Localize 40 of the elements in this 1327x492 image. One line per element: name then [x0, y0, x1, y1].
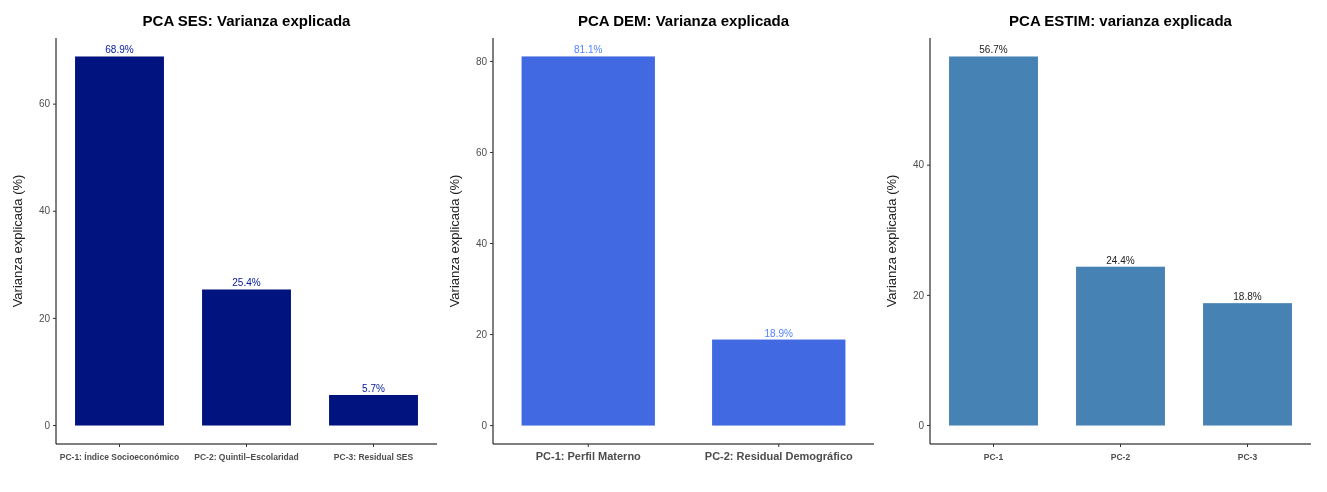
x-tick-label: PC-1 [983, 452, 1004, 462]
x-tick-label: PC-3 [1237, 452, 1258, 462]
y-axis-title: Varianza explicada (%) [447, 174, 462, 308]
x-tick-label: PC-3: Residual SES [333, 452, 414, 462]
data-label: 18.8% [1233, 291, 1262, 303]
bar [329, 394, 418, 426]
bar [1076, 266, 1165, 426]
data-label: 81.1% [574, 44, 603, 56]
data-label: 5.7% [362, 382, 385, 394]
y-tick-label: 20 [475, 328, 488, 340]
data-label: 25.4% [232, 277, 261, 289]
bar [1203, 303, 1292, 426]
y-tick-label: 40 [475, 237, 488, 249]
x-tick-label: PC-2: Quintil–Escolaridad [194, 452, 299, 462]
y-tick-label: 20 [912, 289, 925, 301]
y-tick-label: 40 [912, 159, 925, 171]
bar [949, 56, 1038, 426]
bar [202, 289, 291, 426]
y-tick-label: 0 [44, 419, 51, 431]
y-tick-label: 0 [918, 419, 925, 431]
x-tick-label: PC-2: Residual Demográfico [704, 450, 853, 462]
y-tick-label: 0 [481, 419, 488, 431]
data-label: 68.9% [105, 44, 134, 56]
y-tick-label: 80 [475, 55, 488, 67]
x-tick-label: PC-1: Índice Socioeconómico [59, 452, 180, 462]
y-tick-label: 60 [475, 146, 488, 158]
y-axis-title: Varianza explicada (%) [10, 174, 25, 308]
chart-title: PCA SES: Varianza explicada [142, 12, 352, 29]
chart-title: PCA DEM: Varianza explicada [577, 12, 790, 29]
data-label: 18.9% [764, 327, 794, 339]
y-tick-label: 20 [38, 312, 51, 324]
chart-title: PCA ESTIM: varianza explicada [1009, 12, 1233, 29]
y-tick-label: 40 [38, 205, 51, 217]
x-tick-label: PC-1: Perfil Materno [535, 450, 642, 462]
bar [75, 56, 164, 426]
x-tick-label: PC-2 [1110, 452, 1131, 462]
data-label: 24.4% [1106, 254, 1135, 266]
data-label: 56.7% [979, 44, 1008, 56]
y-axis-title: Varianza explicada (%) [884, 174, 899, 308]
y-tick-label: 60 [38, 98, 51, 110]
